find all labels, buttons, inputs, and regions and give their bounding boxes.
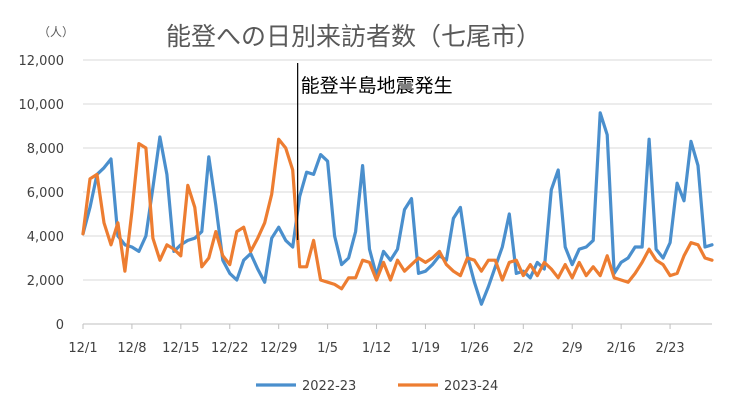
y-unit-label: （人） xyxy=(38,25,74,39)
series-lines xyxy=(81,111,714,306)
y-tick-label: 2,000 xyxy=(27,274,64,289)
x-tick-label: 1/12 xyxy=(362,341,391,356)
x-tick-label: 12/15 xyxy=(162,341,199,356)
x-tick-label: 12/29 xyxy=(260,341,297,356)
x-tick-label: 12/8 xyxy=(117,341,146,356)
x-tick-label: 2/9 xyxy=(562,341,583,356)
y-tick-label: 6,000 xyxy=(27,186,64,201)
y-tick-label: 12,000 xyxy=(19,54,65,69)
x-axis: 12/1 12/8 12/15 12/22 12/29 1/5 1/12 1/19 1/26 2/… xyxy=(68,324,685,356)
y-tick-label: 4,000 xyxy=(27,230,64,245)
y-tick-label: 10,000 xyxy=(19,98,65,113)
y-tick-label: 8,000 xyxy=(27,142,64,157)
series-2022-23 xyxy=(81,111,714,306)
y-axis: 0 2,000 4,000 6,000 8,000 10,000 12,000 xyxy=(19,54,65,333)
legend-label: 2023-24 xyxy=(444,379,498,394)
series-line-2022-23 xyxy=(81,111,714,306)
legend-label: 2022-23 xyxy=(302,379,356,394)
x-tick-label: 12/1 xyxy=(68,341,97,356)
x-tick-label: 2/23 xyxy=(655,341,684,356)
x-tick-label: 2/2 xyxy=(513,341,534,356)
legend: 2022-23 2023-24 xyxy=(256,379,498,394)
chart-title: 能登への日別来訪者数（七尾市） xyxy=(166,22,541,51)
x-tick-label: 1/19 xyxy=(411,341,440,356)
x-tick-label: 1/5 xyxy=(317,341,338,356)
x-tick-label: 2/16 xyxy=(607,341,636,356)
gridlines xyxy=(83,59,712,325)
series-2023-24 xyxy=(81,137,714,291)
x-tick-label: 1/26 xyxy=(460,341,489,356)
earthquake-annotation: 能登半島地震発生 xyxy=(301,75,453,97)
x-tick-label: 12/22 xyxy=(211,341,248,356)
y-tick-label: 0 xyxy=(56,318,64,333)
